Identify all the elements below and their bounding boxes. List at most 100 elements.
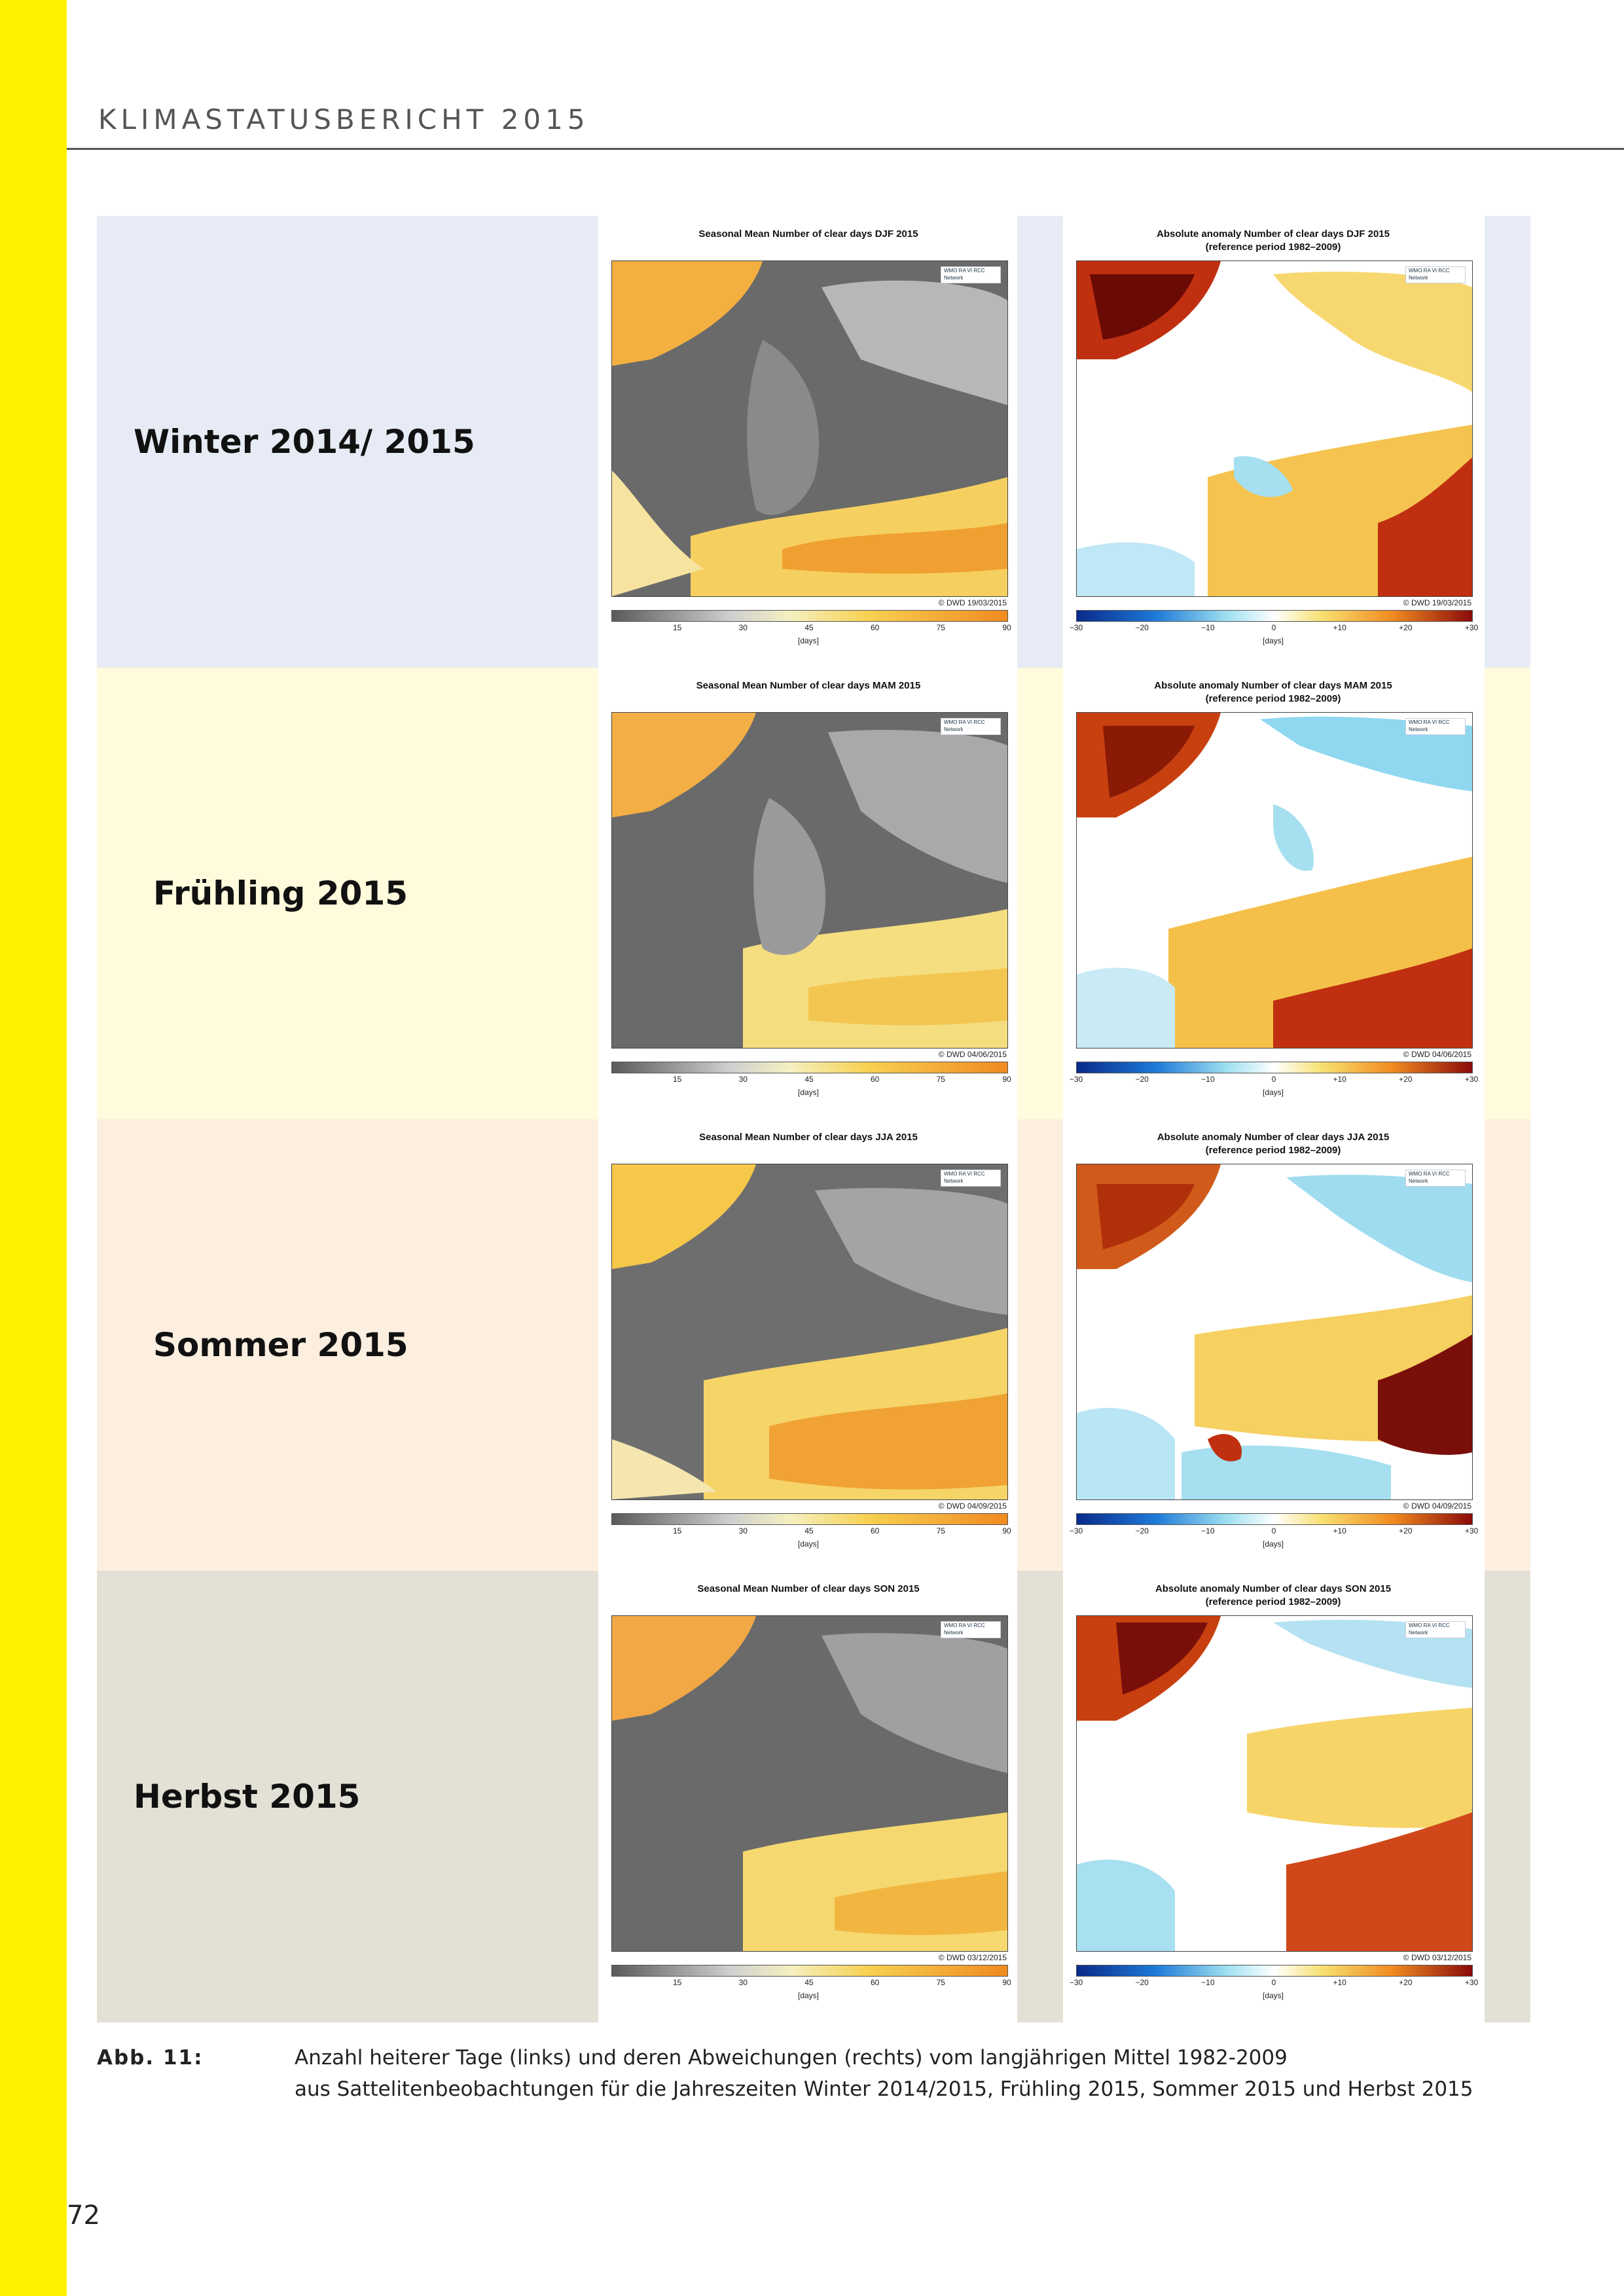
colorbar-tick-label: 0 [1271, 1978, 1276, 1987]
colorbar-tick-label: 75 [936, 1978, 945, 1987]
caption-label: Abb. 11: [97, 2046, 204, 2070]
colorbar-ticks: 15 30 45 60 75 90 [611, 623, 1011, 635]
clear-days-map: WMO RA VI RCC Network [611, 1164, 1008, 1500]
map-credit: © DWD 19/03/2015 [938, 598, 1007, 607]
season-band [1485, 1119, 1530, 1571]
colorbar-tick-label: +10 [1333, 623, 1346, 632]
anomaly-map: WMO RA VI RCC Network [1076, 1164, 1473, 1500]
panel-title-line: Absolute anomaly Number of clear days DJ… [1157, 228, 1390, 240]
map-credit: © DWD 03/12/2015 [938, 1953, 1007, 1962]
colorbar [611, 1062, 1008, 1073]
colorbar-unit: [days] [1262, 1991, 1284, 2000]
colorbar-tick-label: +20 [1399, 1978, 1413, 1987]
colorbar-tick-label: −10 [1201, 1978, 1215, 1987]
season-label: Frühling 2015 [97, 668, 598, 1119]
anomaly-map-panel: Absolute anomaly Number of clear days SO… [1064, 1571, 1482, 2022]
clear-days-map: WMO RA VI RCC Network [611, 712, 1008, 1049]
map-image [612, 1616, 1007, 1951]
colorbar-tick-label: 75 [936, 1526, 945, 1535]
colorbar [1076, 1062, 1473, 1073]
colorbar-tick-label: 90 [1002, 1526, 1011, 1535]
colorbar-ticks: −30 −20 −10 0 +10 +20 +30 [1070, 1978, 1478, 1990]
colorbar-tick-label: +30 [1464, 623, 1479, 632]
clear-days-map: WMO RA VI RCC Network [611, 1615, 1008, 1952]
wmo-logo: WMO RA VI RCC Network [941, 1170, 1001, 1187]
yellow-margin-stripe [0, 0, 67, 2296]
panel-subtitle: (reference period 1982–2009) [1205, 1145, 1341, 1156]
colorbar-ticks: 15 30 45 60 75 90 [611, 1075, 1011, 1086]
season-band [1017, 1571, 1063, 2022]
season-row-spring: Frühling 2015 Seasonal Mean Number of cl… [97, 668, 1530, 1119]
colorbar [1076, 610, 1473, 622]
wmo-logo: WMO RA VI RCC Network [941, 1621, 1001, 1638]
clear-days-map: WMO RA VI RCC Network [611, 260, 1008, 597]
anomaly-map: WMO RA VI RCC Network [1076, 1615, 1473, 1952]
clear-days-map-panel: Seasonal Mean Number of clear days SON 2… [600, 1571, 1017, 2022]
clear-days-map-panel: Seasonal Mean Number of clear days DJF 2… [600, 216, 1017, 668]
map-image [1077, 713, 1472, 1048]
panel-title: Seasonal Mean Number of clear days JJA 2… [699, 1132, 918, 1143]
colorbar-tick-label: −30 [1069, 1526, 1083, 1535]
panel-title: Absolute anomaly Number of clear days MA… [1064, 679, 1482, 706]
colorbar-unit: [days] [797, 1539, 819, 1549]
season-label: Herbst 2015 [97, 1571, 598, 2022]
colorbar-tick-label: −20 [1135, 1526, 1149, 1535]
colorbar-tick-label: −20 [1135, 1075, 1149, 1084]
colorbar-tick-label: 30 [738, 1075, 748, 1084]
colorbar-tick-label: 90 [1002, 1075, 1011, 1084]
colorbar [1076, 1513, 1473, 1525]
colorbar-tick-label: 15 [672, 1075, 682, 1084]
map-credit: © DWD 19/03/2015 [1403, 598, 1471, 607]
season-band [1017, 1119, 1063, 1571]
map-credit: © DWD 04/06/2015 [938, 1050, 1007, 1059]
colorbar-ticks: −30 −20 −10 0 +10 +20 +30 [1070, 1526, 1478, 1538]
map-image [612, 1164, 1007, 1499]
colorbar-tick-label: 45 [804, 1075, 814, 1084]
colorbar-tick-label: +30 [1464, 1075, 1479, 1084]
colorbar-ticks: 15 30 45 60 75 90 [611, 1526, 1011, 1538]
colorbar-ticks: 15 30 45 60 75 90 [611, 1978, 1011, 1990]
colorbar-tick-label: −10 [1201, 623, 1215, 632]
colorbar-unit: [days] [1262, 636, 1284, 645]
colorbar-tick-label: 30 [738, 1526, 748, 1535]
colorbar-tick-label: 75 [936, 623, 945, 632]
wmo-logo: WMO RA VI RCC Network [1405, 1621, 1466, 1638]
colorbar-tick-label: 0 [1271, 1526, 1276, 1535]
map-credit: © DWD 04/06/2015 [1403, 1050, 1471, 1059]
colorbar-tick-label: −10 [1201, 1526, 1215, 1535]
colorbar-tick-label: −10 [1201, 1075, 1215, 1084]
wmo-logo: WMO RA VI RCC Network [941, 718, 1001, 735]
colorbar-tick-label: 75 [936, 1075, 945, 1084]
season-band [1485, 1571, 1530, 2022]
colorbar-unit: [days] [1262, 1088, 1284, 1097]
colorbar-unit: [days] [797, 1991, 819, 2000]
season-band [1017, 216, 1063, 668]
colorbar-tick-label: 15 [672, 1526, 682, 1535]
anomaly-map-panel: Absolute anomaly Number of clear days MA… [1064, 668, 1482, 1119]
colorbar-tick-label: 60 [870, 1075, 880, 1084]
panel-title-line: Absolute anomaly Number of clear days MA… [1154, 680, 1392, 691]
colorbar-tick-label: 45 [804, 1526, 814, 1535]
season-label: Winter 2014/ 2015 [97, 216, 598, 668]
colorbar-tick-label: 30 [738, 1978, 748, 1987]
colorbar-tick-label: +10 [1333, 1526, 1346, 1535]
colorbar-tick-label: 90 [1002, 1978, 1011, 1987]
caption-text: Anzahl heiterer Tage (links) und deren A… [295, 2042, 1564, 2105]
colorbar-tick-label: +20 [1399, 1526, 1413, 1535]
anomaly-map-panel: Absolute anomaly Number of clear days JJ… [1064, 1119, 1482, 1571]
panel-title-line: Absolute anomaly Number of clear days JJ… [1157, 1132, 1390, 1143]
colorbar-tick-label: +20 [1399, 1075, 1413, 1084]
colorbar-tick-label: 60 [870, 1526, 880, 1535]
colorbar [611, 1513, 1008, 1525]
colorbar [611, 1965, 1008, 1977]
colorbar-tick-label: −30 [1069, 1075, 1083, 1084]
colorbar-ticks: −30 −20 −10 0 +10 +20 +30 [1070, 623, 1478, 635]
page-number: 72 [67, 2200, 100, 2231]
clear-days-map-panel: Seasonal Mean Number of clear days JJA 2… [600, 1119, 1017, 1571]
header-divider [67, 148, 1624, 150]
anomaly-map: WMO RA VI RCC Network [1076, 712, 1473, 1049]
map-image [1077, 261, 1472, 596]
colorbar-tick-label: 90 [1002, 623, 1011, 632]
colorbar-ticks: −30 −20 −10 0 +10 +20 +30 [1070, 1075, 1478, 1086]
panel-title: Absolute anomaly Number of clear days SO… [1064, 1583, 1482, 1609]
